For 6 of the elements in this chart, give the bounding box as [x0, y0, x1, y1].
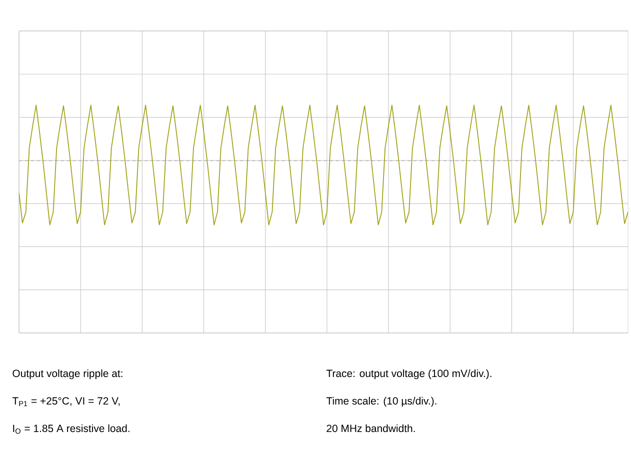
text: T$_{P1}$ = +25°C, VI = 72 V,	[12, 397, 120, 406]
text: Trace: output voltage (100 mV/div.).	[326, 369, 492, 380]
text: Time scale: (10 µs/div.).	[326, 396, 436, 407]
text: 20 MHz bandwidth.	[326, 424, 415, 432]
text: Output voltage ripple at:	[12, 369, 122, 380]
text: I$_{O}$ = 1.85 A resistive load.	[13, 424, 130, 434]
